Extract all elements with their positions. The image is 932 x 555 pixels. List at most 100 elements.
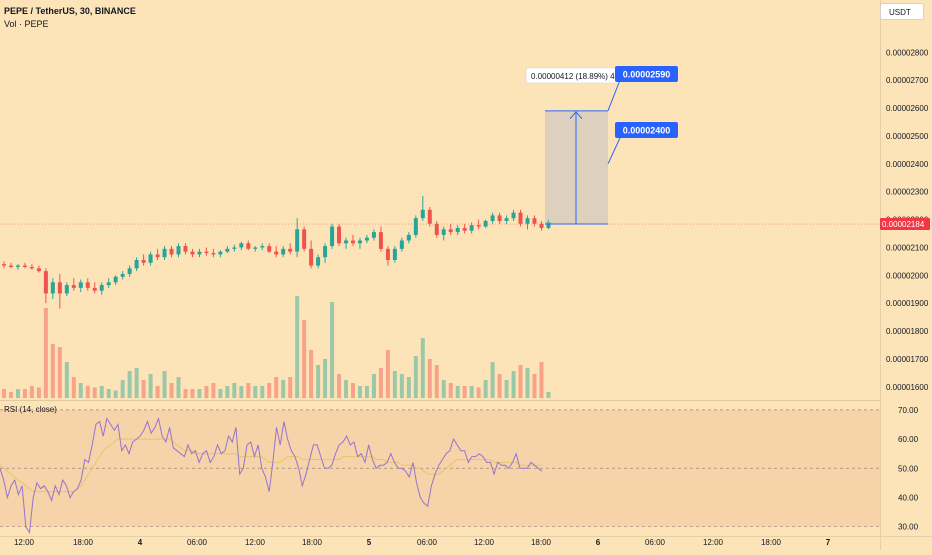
candle-body <box>511 212 516 219</box>
price-tick-label: 0.00002700 <box>886 76 929 85</box>
volume-bar <box>169 383 174 398</box>
candle-body <box>22 265 27 267</box>
rsi-tick-label: 60.00 <box>898 435 919 444</box>
candle-body <box>239 243 244 248</box>
candle-body <box>371 232 376 238</box>
volume-bar <box>357 386 362 398</box>
price-tick-label: 0.00002600 <box>886 104 929 113</box>
callout-pointer <box>607 79 621 112</box>
volume-bar <box>337 374 342 398</box>
volume-bar <box>99 386 104 398</box>
candle-body <box>225 248 230 252</box>
candle-body <box>148 254 153 263</box>
volume-label: Vol · PEPE <box>4 19 49 29</box>
volume-bar <box>15 389 20 398</box>
measure-arrow-head <box>569 111 583 120</box>
candle-body <box>434 223 439 235</box>
candle-body <box>29 266 34 269</box>
candle-body <box>448 229 453 233</box>
candle-body <box>64 285 69 294</box>
volume-bar <box>225 386 230 398</box>
candle-body <box>427 209 432 224</box>
volume-bar <box>434 365 439 398</box>
volume-bar <box>309 350 314 398</box>
candle-body <box>323 246 328 258</box>
volume-bar <box>267 383 272 398</box>
rsi-tick-label: 40.00 <box>898 493 919 502</box>
time-tick-label: 18:00 <box>531 538 552 547</box>
rsi-tick-label: 70.00 <box>898 406 919 415</box>
volume-bar <box>511 371 516 398</box>
volume-bar <box>148 374 153 398</box>
price-tick-label: 0.00002400 <box>886 160 929 169</box>
candle-body <box>288 248 293 252</box>
volume-bar <box>539 362 544 398</box>
volume-bar <box>490 362 495 398</box>
volume-bar <box>351 383 355 398</box>
volume-bar <box>483 380 488 398</box>
price-tick-label: 0.00001800 <box>886 327 929 336</box>
volume-bar <box>427 359 432 398</box>
time-tick-label: 06:00 <box>417 538 438 547</box>
candle-body <box>155 254 160 258</box>
candle-body <box>309 248 314 266</box>
candle-body <box>190 251 195 255</box>
candle-body <box>546 222 551 228</box>
volume-bar <box>371 374 376 398</box>
candle-body <box>518 212 523 224</box>
currency-button[interactable]: USDT <box>880 3 924 20</box>
volume-bar <box>476 387 481 398</box>
last-price-tag <box>880 218 930 231</box>
candle-body <box>8 265 13 267</box>
candle-body <box>539 223 544 228</box>
time-tick-label: 12:00 <box>14 538 35 547</box>
candle-body <box>43 271 48 294</box>
candle-body <box>378 232 383 249</box>
candle-body <box>295 229 300 252</box>
time-tick-label: 06:00 <box>645 538 666 547</box>
candle-body <box>357 240 362 244</box>
volume-bar <box>448 383 453 398</box>
volume-bar <box>190 389 195 398</box>
candle-body <box>441 229 446 235</box>
candle-body <box>134 260 139 269</box>
time-tick-label: 18:00 <box>761 538 782 547</box>
volume-bar <box>85 386 90 398</box>
volume-bar <box>78 383 83 398</box>
measure-label: 0.00000412 (18.89%) 4 <box>531 72 615 81</box>
candle-body <box>483 220 488 227</box>
candle-body <box>344 240 349 244</box>
volume-bar <box>413 356 418 398</box>
candle-body <box>50 282 55 294</box>
volume-bar <box>92 387 97 398</box>
volume-bar <box>204 386 209 398</box>
volume-bar <box>323 359 328 398</box>
volume-bar <box>274 377 279 398</box>
volume-bar <box>546 392 551 398</box>
candle-body <box>176 246 181 255</box>
volume-bar <box>392 371 397 398</box>
volume-bar <box>302 320 307 398</box>
candle-body <box>316 257 321 266</box>
candle-body <box>364 237 369 241</box>
volume-bar <box>344 380 349 398</box>
candle-body <box>274 251 279 255</box>
volume-bar <box>43 308 48 398</box>
volume-bar <box>2 389 6 398</box>
volume-bar <box>29 386 34 398</box>
candle-body <box>532 218 537 224</box>
candle-body <box>85 282 90 288</box>
candle-body <box>413 218 418 235</box>
time-tick-label: 5 <box>367 538 372 547</box>
rsi-label: RSI (14, close) <box>4 405 57 414</box>
time-tick-label: 12:00 <box>474 538 495 547</box>
candle-body <box>260 246 265 248</box>
candle-body <box>15 265 20 267</box>
candle-body <box>2 264 6 266</box>
candle-body <box>330 226 335 247</box>
volume-bar <box>281 380 286 398</box>
candle-body <box>57 282 62 294</box>
candle-body <box>204 251 209 254</box>
